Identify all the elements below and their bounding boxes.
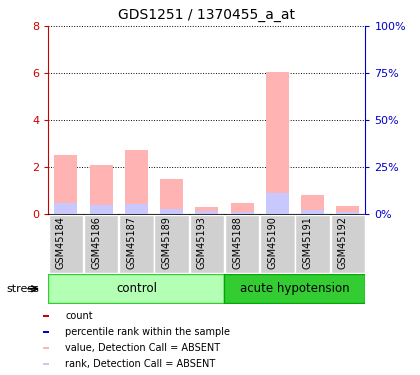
Text: percentile rank within the sample: percentile rank within the sample	[65, 327, 230, 337]
Text: GSM45193: GSM45193	[197, 216, 207, 269]
Text: count: count	[65, 310, 93, 321]
FancyBboxPatch shape	[49, 215, 83, 273]
Text: GSM45189: GSM45189	[162, 216, 172, 269]
FancyBboxPatch shape	[295, 215, 330, 273]
Bar	[160, 209, 183, 214]
Bar	[43, 315, 50, 316]
Bar	[43, 331, 50, 333]
Text: GSM45190: GSM45190	[267, 216, 277, 269]
Bar	[266, 193, 289, 214]
Bar	[336, 206, 359, 214]
Bar	[90, 165, 113, 214]
FancyBboxPatch shape	[48, 274, 224, 303]
Text: rank, Detection Call = ABSENT: rank, Detection Call = ABSENT	[65, 359, 215, 369]
Bar	[195, 211, 218, 214]
FancyBboxPatch shape	[189, 215, 224, 273]
Text: stress: stress	[6, 284, 39, 294]
Text: control: control	[116, 282, 157, 295]
Text: value, Detection Call = ABSENT: value, Detection Call = ABSENT	[65, 343, 220, 353]
Bar	[43, 363, 50, 365]
FancyBboxPatch shape	[331, 215, 365, 273]
Bar	[336, 212, 359, 214]
FancyBboxPatch shape	[260, 215, 294, 273]
Bar	[301, 195, 324, 214]
Bar	[160, 178, 183, 214]
FancyBboxPatch shape	[119, 215, 154, 273]
Bar	[125, 204, 148, 214]
FancyBboxPatch shape	[224, 274, 365, 303]
FancyBboxPatch shape	[155, 215, 189, 273]
Text: GSM45191: GSM45191	[302, 216, 312, 269]
Bar	[231, 203, 254, 214]
Bar	[90, 205, 113, 214]
FancyBboxPatch shape	[84, 215, 118, 273]
Text: GSM45192: GSM45192	[338, 216, 348, 269]
FancyBboxPatch shape	[225, 215, 259, 273]
Bar	[55, 155, 77, 214]
Title: GDS1251 / 1370455_a_at: GDS1251 / 1370455_a_at	[118, 9, 295, 22]
Bar	[125, 150, 148, 214]
Text: GSM45184: GSM45184	[56, 216, 66, 269]
Text: GSM45187: GSM45187	[126, 216, 136, 269]
Bar	[266, 72, 289, 214]
Text: acute hypotension: acute hypotension	[240, 282, 350, 295]
Bar	[43, 347, 50, 349]
Bar	[231, 212, 254, 214]
Text: GSM45186: GSM45186	[91, 216, 101, 269]
Bar	[195, 207, 218, 214]
Bar	[55, 203, 77, 214]
Bar	[301, 210, 324, 214]
Text: GSM45188: GSM45188	[232, 216, 242, 269]
